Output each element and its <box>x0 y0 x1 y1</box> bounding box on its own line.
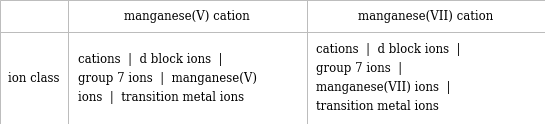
Bar <box>68 32 306 124</box>
Text: cations  |  d block ions  |
group 7 ions  |  manganese(V)
ions  |  transition me: cations | d block ions | group 7 ions | … <box>78 53 257 104</box>
Bar <box>0 32 68 124</box>
Bar <box>306 32 545 124</box>
Text: cations  |  d block ions  |
group 7 ions  |
manganese(VII) ions  |
transition me: cations | d block ions | group 7 ions | … <box>316 43 461 113</box>
Bar <box>68 0 306 32</box>
Text: manganese(V) cation: manganese(V) cation <box>124 10 250 23</box>
Text: manganese(VII) cation: manganese(VII) cation <box>358 10 493 23</box>
Bar <box>0 0 68 32</box>
Bar <box>306 0 545 32</box>
Text: ion class: ion class <box>8 72 60 85</box>
